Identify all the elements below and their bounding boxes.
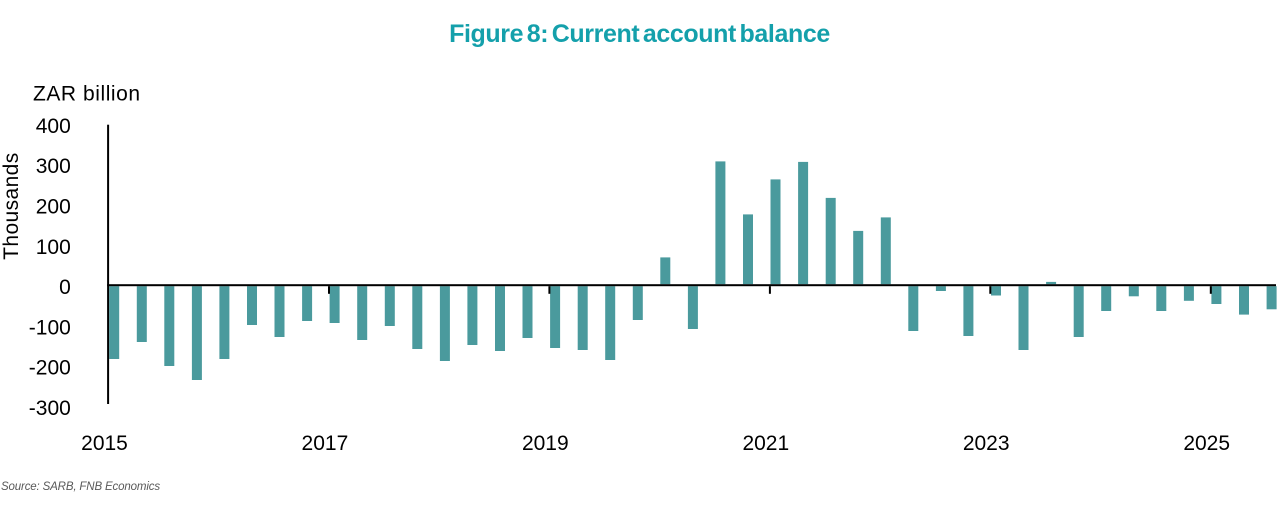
svg-text:2017: 2017 [302, 432, 349, 455]
svg-text:2021: 2021 [742, 432, 789, 455]
svg-text:200: 200 [36, 196, 71, 219]
svg-text:-300: -300 [29, 397, 71, 420]
svg-text:Figure 8: Current account bala: Figure 8: Current account balance [449, 20, 830, 48]
svg-text:300: 300 [36, 155, 71, 178]
svg-text:Source: SARB, FNB Economics: Source: SARB, FNB Economics [1, 481, 160, 493]
svg-text:2025: 2025 [1183, 432, 1230, 455]
svg-text:-100: -100 [29, 316, 71, 339]
svg-text:ZAR billion: ZAR billion [33, 83, 141, 106]
svg-text:100: 100 [36, 236, 71, 259]
svg-text:2023: 2023 [963, 432, 1010, 455]
svg-text:2015: 2015 [81, 432, 128, 455]
svg-text:Thousands: Thousands [0, 152, 23, 260]
svg-text:400: 400 [36, 115, 71, 138]
svg-text:0: 0 [59, 276, 71, 299]
svg-text:-200: -200 [29, 357, 71, 380]
svg-text:2019: 2019 [522, 432, 569, 455]
